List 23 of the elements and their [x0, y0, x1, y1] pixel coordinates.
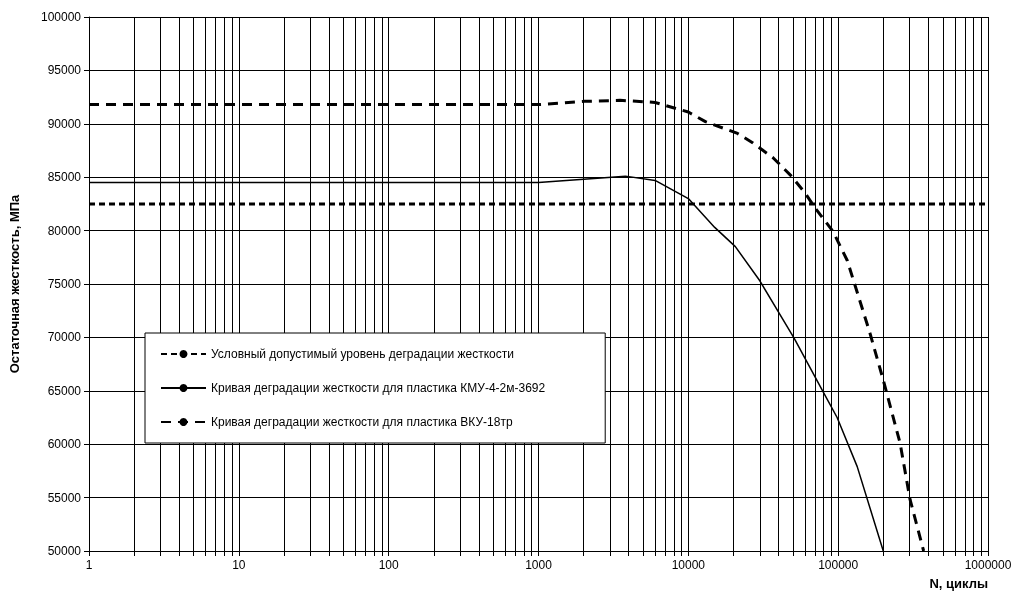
legend-label: Кривая деградации жесткости для пластика КМУ-4-2м-3692 — [211, 381, 546, 395]
legend-label: Кривая деградации жесткости для пластика ВКУ-18тр — [211, 415, 513, 429]
x-tick-label: 100000 — [818, 558, 859, 572]
y-tick-label: 50000 — [47, 544, 82, 558]
x-tick-label: 10 — [232, 558, 246, 572]
y-tick-label: 55000 — [47, 490, 82, 505]
x-tick-label: 1000 — [525, 558, 553, 572]
y-tick-label: 95000 — [47, 63, 82, 78]
y-tick-label: 65000 — [47, 383, 82, 398]
y-tick-label: 90000 — [47, 116, 82, 131]
y-tick-label: 100000 — [40, 10, 82, 24]
x-axis-title: N, циклы — [929, 576, 988, 591]
y-tick-label: 60000 — [47, 437, 82, 452]
x-tick-label: 1 — [85, 558, 93, 572]
x-tick-label: 100 — [378, 558, 399, 572]
y-tick-label: 70000 — [47, 330, 82, 345]
y-tick-label: 80000 — [47, 223, 82, 238]
x-tick-label: 1000000 — [964, 558, 1012, 572]
y-tick-label: 85000 — [47, 170, 82, 185]
y-axis-title: Остаточная жесткость, МПа — [7, 193, 22, 374]
legend-label: Условный допустимый уровень деградации жесткости — [211, 347, 514, 361]
y-tick-label: 75000 — [47, 277, 82, 291]
x-tick-label: 10000 — [671, 558, 706, 572]
